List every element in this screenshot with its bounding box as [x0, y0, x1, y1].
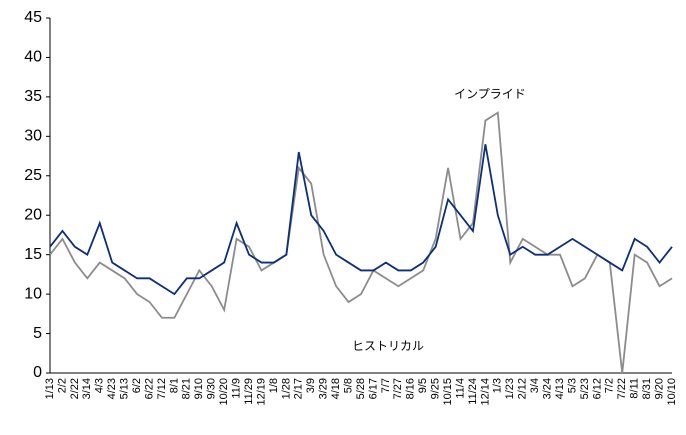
x-tick-label: 2/17	[293, 378, 305, 399]
x-tick-label: 7/7	[380, 378, 392, 393]
x-tick-label: 5/13	[119, 378, 131, 399]
x-tick-label: 11/4	[454, 378, 466, 399]
x-tick-label: 8/21	[181, 378, 193, 399]
x-tick-label: 7/27	[392, 378, 404, 399]
x-tick-label: 6/12	[591, 378, 603, 399]
x-tick-label: 3/29	[318, 378, 330, 399]
x-tick-label: 2/12	[517, 378, 529, 399]
annotation: ヒストリカル	[352, 339, 424, 353]
x-tick-label: 11/24	[467, 378, 479, 405]
x-tick-label: 8/1	[168, 378, 180, 393]
x-tick-label: 8/11	[629, 378, 641, 399]
y-tick-label: 15	[24, 246, 42, 263]
x-tick-label: 6/17	[367, 378, 379, 399]
x-tick-label: 12/19	[255, 378, 267, 406]
x-tick-label: 11/9	[231, 378, 243, 399]
y-tick-label: 5	[33, 325, 42, 342]
y-tick-label: 10	[24, 285, 42, 302]
y-tick-label: 0	[33, 364, 42, 381]
x-tick-label: 1/3	[492, 378, 504, 393]
y-tick-label: 30	[24, 128, 42, 145]
x-tick-label: 9/10	[193, 378, 205, 399]
x-tick-label: 2/22	[69, 378, 81, 399]
x-tick-label: 9/5	[417, 378, 429, 393]
x-tick-label: 2/2	[56, 378, 68, 393]
x-tick-label: 4/13	[554, 378, 566, 399]
x-tick-label: 10/15	[442, 378, 454, 406]
line	[49, 144, 673, 296]
y-tick-label: 25	[24, 167, 42, 184]
x-tick-label: 4/23	[106, 378, 118, 399]
x-tick-label: 10/10	[666, 378, 678, 406]
x-tick-label: 11/29	[243, 378, 255, 405]
x-tick-label: 5/8	[342, 378, 354, 393]
y-tick-label: 35	[24, 88, 42, 105]
x-tick-label: 6/22	[143, 378, 155, 399]
x-tick-label: 6/2	[131, 378, 143, 393]
x-tick-label: 10/20	[218, 378, 230, 406]
x-tick-label: 1/13	[44, 378, 56, 399]
x-tick-label: 1/28	[280, 378, 292, 399]
x-tick-label: 3/24	[542, 378, 554, 399]
annotation: インプライド	[454, 87, 526, 101]
line	[49, 111, 673, 374]
x-tick-label: 3/14	[81, 378, 93, 399]
y-tick-label: 40	[24, 49, 42, 66]
x-tick-label: 5/28	[355, 378, 367, 399]
y-tick-label: 20	[24, 206, 42, 223]
x-tick-label: 3/9	[305, 378, 317, 393]
x-tick-label: 8/31	[641, 378, 653, 399]
x-tick-label: 7/12	[156, 378, 168, 399]
x-tick-label: 9/30	[206, 378, 218, 399]
y-tick-label: 45	[24, 9, 42, 26]
x-tick-label: 1/8	[268, 378, 280, 393]
x-tick-label: 9/25	[430, 378, 442, 399]
x-tick-label: 12/14	[479, 378, 491, 406]
x-tick-label: 4/3	[94, 378, 106, 393]
x-tick-label: 3/4	[529, 378, 541, 393]
x-tick-label: 9/20	[653, 378, 665, 399]
x-tick-label: 8/16	[405, 378, 417, 399]
x-tick-label: 1/23	[504, 378, 516, 399]
x-tick-label: 7/22	[616, 378, 628, 399]
x-tick-label: 5/3	[566, 378, 578, 393]
x-tick-label: 7/2	[604, 378, 616, 393]
x-tick-label: 5/23	[579, 378, 591, 399]
x-tick-label: 4/18	[330, 378, 342, 399]
